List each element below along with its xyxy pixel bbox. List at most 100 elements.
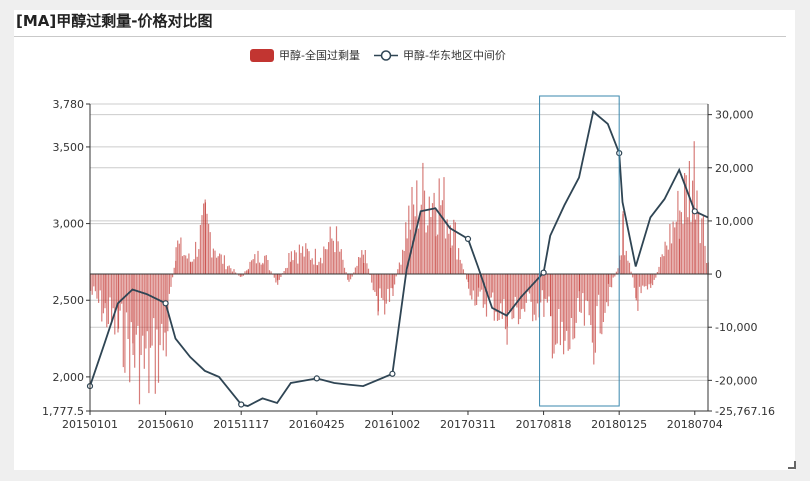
legend-item-price[interactable]: 甲醇-华东地区中间价 (373, 47, 506, 63)
surplus-bar (500, 274, 502, 304)
surplus-bar (340, 249, 342, 275)
surplus-bar (219, 253, 221, 275)
surplus-bar (285, 268, 287, 275)
surplus-bar (385, 274, 387, 304)
surplus-bar (238, 274, 240, 276)
surplus-bar (466, 274, 468, 280)
surplus-bar (125, 274, 128, 313)
surplus-bar (660, 257, 662, 275)
surplus-bar (701, 218, 703, 275)
surplus-bar (666, 245, 668, 274)
x-axis-tick-label: 20161002 (364, 418, 420, 431)
surplus-bar (135, 274, 137, 335)
surplus-bar (514, 274, 516, 297)
surplus-bar (607, 274, 609, 284)
surplus-bar (280, 274, 282, 277)
surplus-bar (522, 274, 524, 309)
surplus-bar (374, 274, 376, 292)
surplus-bar (367, 268, 370, 274)
surplus-bar (577, 274, 579, 298)
surplus-bar (440, 205, 442, 275)
surplus-bar (323, 246, 325, 275)
surplus-bar (260, 264, 262, 274)
surplus-bar (536, 274, 539, 304)
surplus-bar (332, 240, 334, 274)
surplus-bar (566, 274, 568, 331)
surplus-bar (225, 269, 227, 274)
surplus-bar (619, 259, 621, 274)
surplus-bar (438, 178, 440, 274)
surplus-bar (379, 274, 381, 289)
left-axis-tick-label: 3,500 (53, 141, 85, 154)
surplus-bar (414, 216, 416, 274)
surplus-bar (513, 274, 515, 319)
surplus-bar (569, 274, 571, 350)
surplus-bar (563, 274, 565, 355)
surplus-bar (425, 232, 427, 274)
price-point (238, 401, 245, 408)
surplus-bar (625, 250, 627, 275)
surplus-bar (594, 274, 596, 353)
surplus-bar (599, 274, 601, 334)
surplus-bar (559, 274, 561, 346)
surplus-bar (154, 274, 156, 394)
surplus-bar (264, 255, 266, 275)
right-axis-tick-label: -10,000 (715, 321, 757, 334)
surplus-bar (550, 274, 552, 317)
legend-item-surplus[interactable]: 甲醇-全国过剩量 (250, 47, 360, 63)
surplus-bar (257, 250, 259, 274)
surplus-bar (292, 260, 294, 275)
surplus-bar (674, 227, 676, 275)
surplus-bar (650, 274, 652, 284)
surplus-bar (142, 274, 144, 336)
legend-label-price: 甲醇-华东地区中间价 (402, 49, 506, 62)
surplus-bar (614, 274, 616, 277)
surplus-bar (267, 260, 269, 274)
surplus-bar (384, 274, 386, 315)
surplus-bar (132, 274, 134, 355)
surplus-bar (228, 265, 230, 275)
surplus-bar (598, 274, 600, 295)
surplus-bar (172, 274, 174, 278)
surplus-bar (617, 268, 619, 274)
surplus-bar (247, 268, 249, 275)
surplus-bar (168, 274, 170, 294)
surplus-bar (607, 274, 609, 307)
surplus-bar (645, 274, 647, 287)
surplus-bar (696, 190, 698, 275)
surplus-bar (456, 259, 458, 275)
right-axis-tick-label: -20,000 (715, 374, 757, 387)
resize-grip-icon[interactable] (788, 461, 796, 469)
surplus-bar (212, 248, 214, 275)
surplus-bar (679, 210, 681, 274)
surplus-bar (400, 264, 402, 274)
surplus-bar (356, 265, 358, 274)
surplus-bar (555, 274, 557, 345)
surplus-bar (583, 274, 585, 326)
left-axis-tick-label: 2,000 (53, 371, 85, 384)
surplus-bar (574, 274, 576, 339)
surplus-bar (134, 274, 136, 368)
surplus-bar (479, 274, 481, 292)
surplus-bar (191, 261, 193, 274)
surplus-bar (337, 241, 339, 275)
surplus-bar (609, 274, 611, 287)
x-axis-tick-label: 20151117 (213, 418, 269, 431)
surplus-bar (246, 270, 248, 275)
surplus-bar (652, 274, 654, 286)
surplus-bar (181, 256, 184, 274)
surplus-bar (241, 274, 243, 277)
surplus-bar (324, 249, 326, 274)
surplus-bar (669, 224, 671, 275)
surplus-bar (209, 232, 211, 274)
surplus-bar (306, 248, 308, 274)
surplus-bar (99, 274, 101, 291)
surplus-bar (122, 274, 124, 368)
surplus-bar (335, 226, 338, 275)
surplus-bar (303, 256, 305, 274)
surplus-bar (699, 243, 701, 275)
surplus-bar (177, 240, 179, 275)
surplus-bar (706, 263, 708, 274)
surplus-bar (704, 245, 706, 275)
surplus-bar (316, 265, 318, 274)
